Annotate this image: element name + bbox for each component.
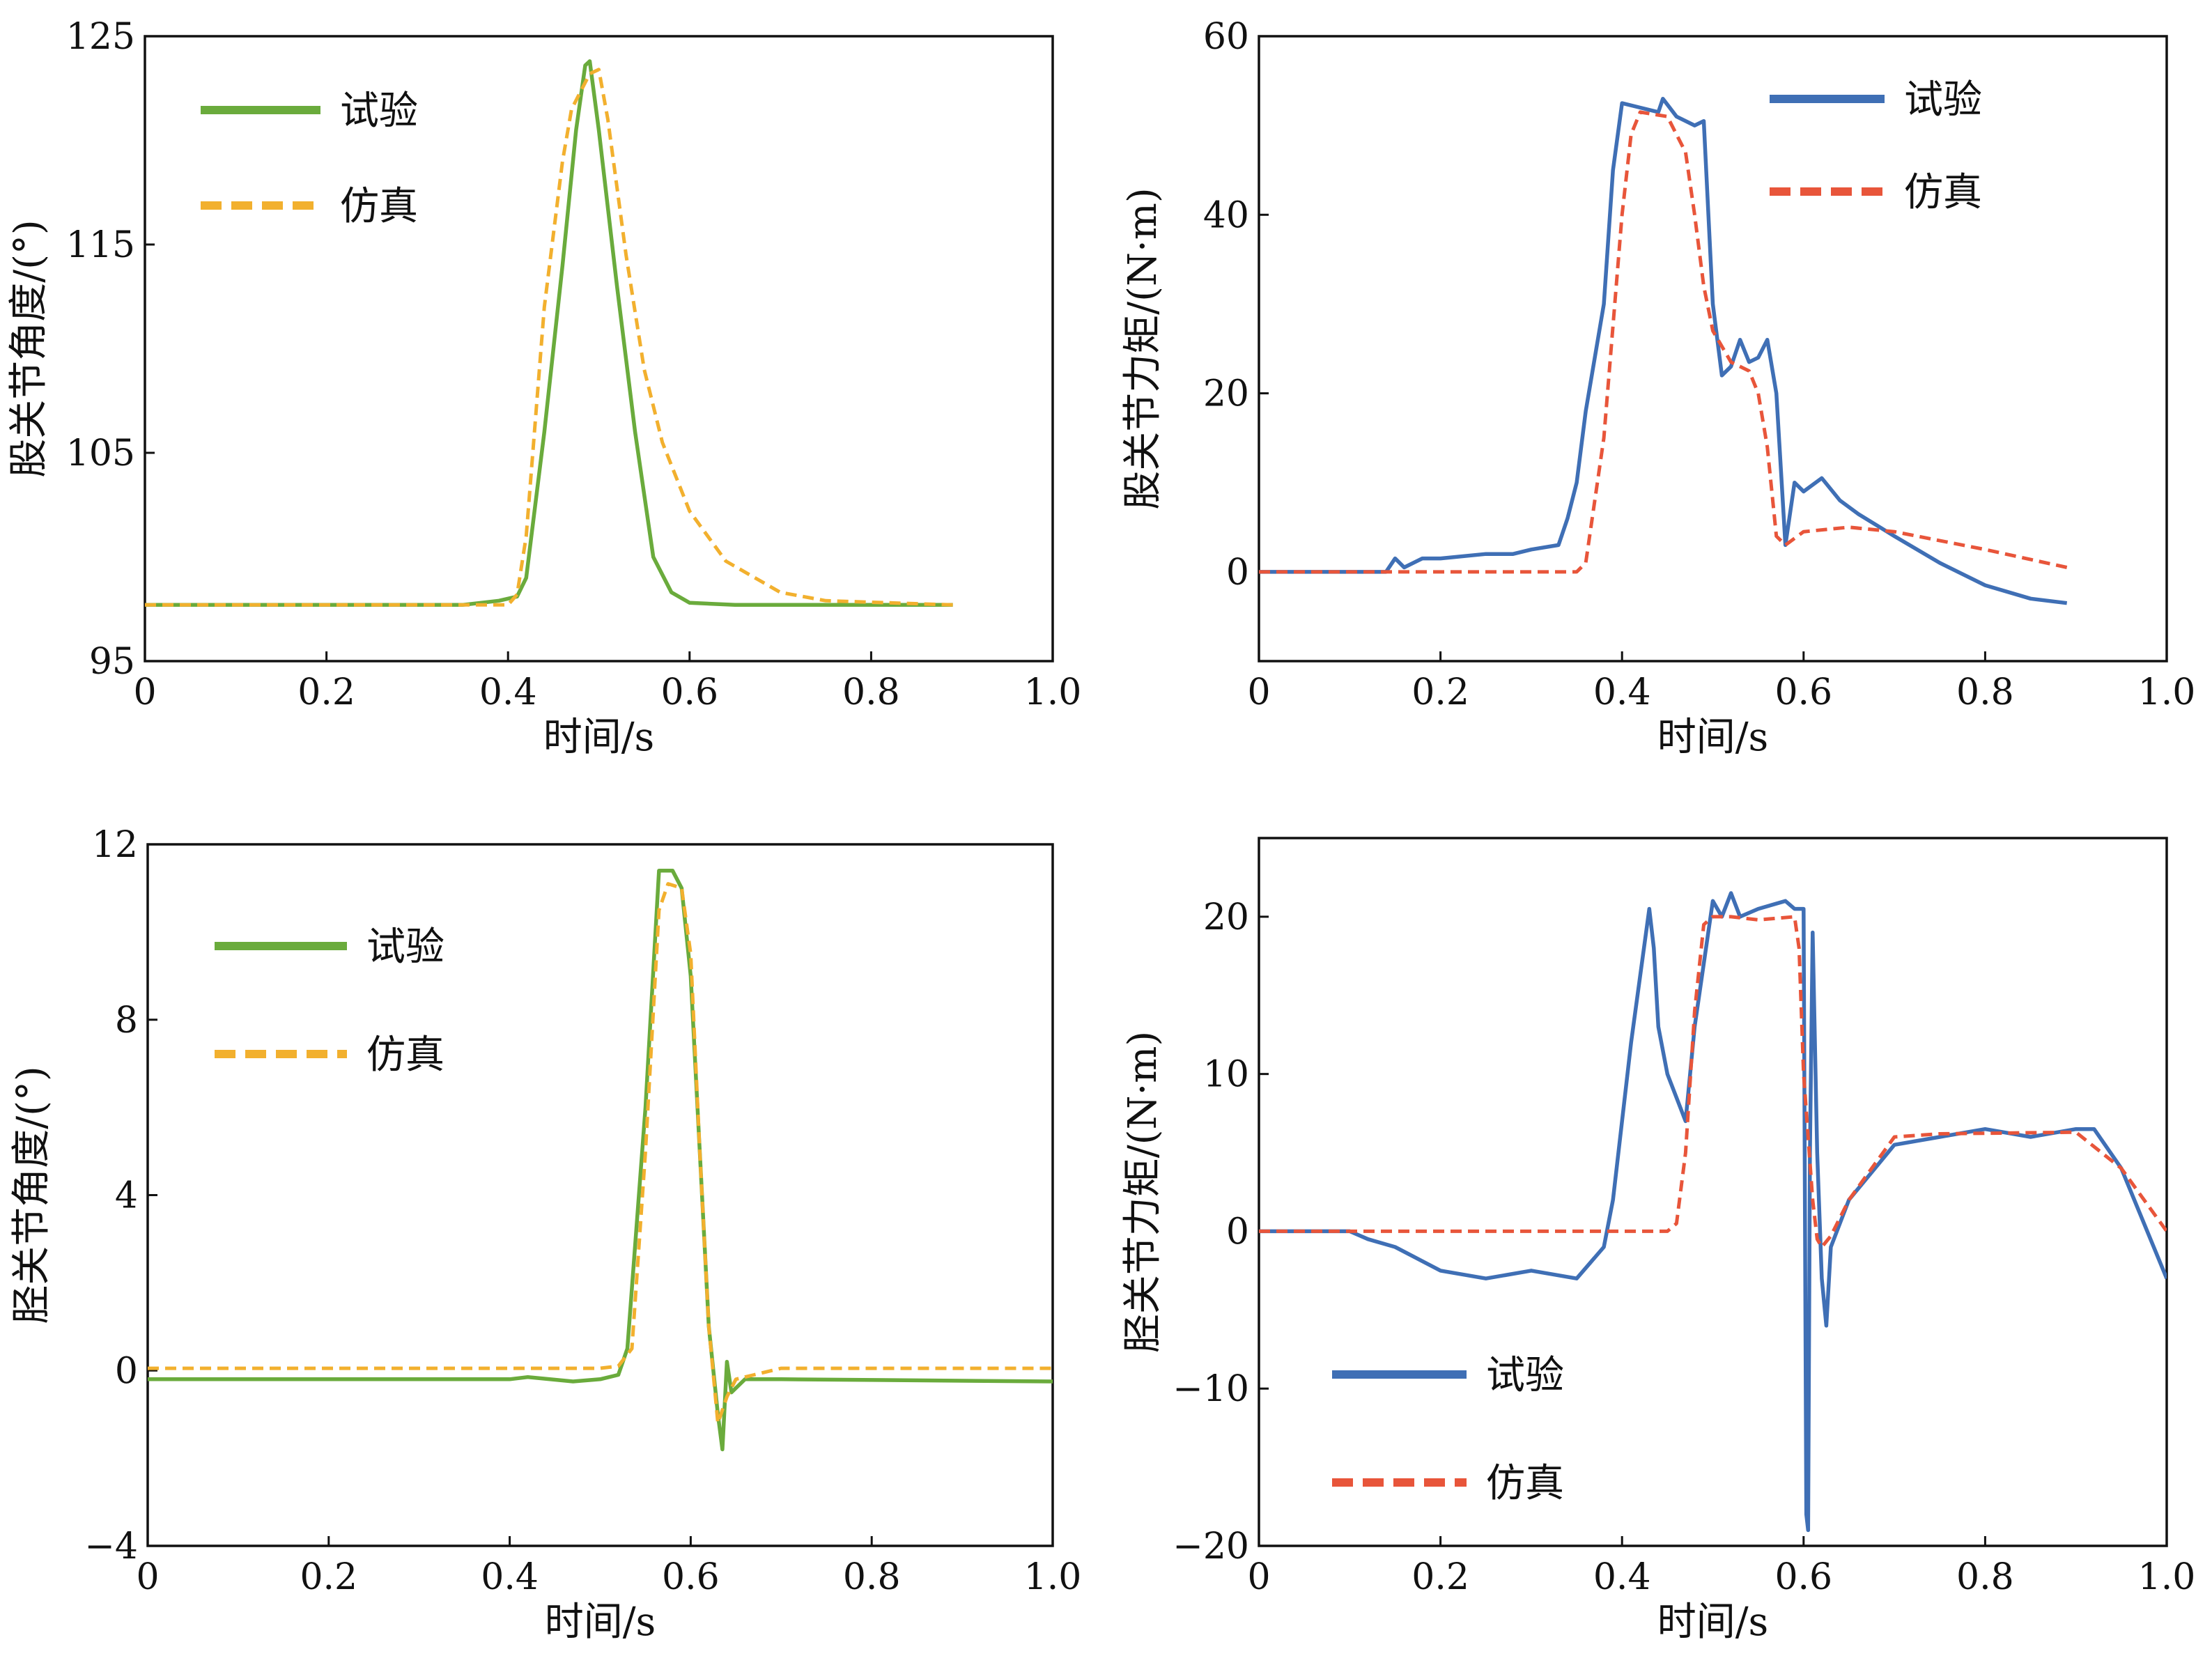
x-tick-label: 0.6 <box>660 672 718 713</box>
x-tick-label: 0.6 <box>662 1556 720 1598</box>
y-axis-title: 胫关节力矩/(N·m) <box>1120 1031 1166 1353</box>
x-tick-label: 0 <box>133 672 156 713</box>
x-tick-label: 0.8 <box>1956 672 2014 713</box>
legend-label: 仿真 <box>366 1032 444 1078</box>
x-tick-label: 0.8 <box>1956 1556 2014 1598</box>
x-tick-label: 1.0 <box>1024 672 1082 713</box>
x-tick-label: 0 <box>1247 672 1270 713</box>
legend-label: 仿真 <box>1904 170 1982 215</box>
x-tick-label: 0.2 <box>300 1556 357 1598</box>
chart-2: 0 0.2 0.4 0.6 0.8 1.0 0 20 40 60 时间/s 股关节力矩/(N·m) 试验… <box>1120 16 2195 760</box>
y-tick-label: −4 <box>84 1526 138 1567</box>
y-tick-label: 0 <box>1226 1211 1249 1253</box>
y-tick-label: 105 <box>66 433 135 474</box>
x-tick-label: 0.2 <box>297 672 355 713</box>
x-tick-label: 1.0 <box>2138 672 2196 713</box>
x-tick-label: 0.6 <box>1774 672 1832 713</box>
x-tick-label: 0.2 <box>1411 672 1469 713</box>
series-line-simulation <box>1259 110 2068 574</box>
y-axis-title: 胫关节角度/(°) <box>9 1066 54 1324</box>
y-tick-label: 115 <box>66 224 135 266</box>
x-tick-label: 0.4 <box>1593 672 1651 713</box>
series-line-experiment <box>148 869 1053 1452</box>
x-axis-title: 时间/s <box>1657 715 1769 760</box>
x-axis-title: 时间/s <box>545 1600 656 1645</box>
y-tick-label: 8 <box>115 1000 138 1041</box>
y-tick-label: 0 <box>115 1350 138 1392</box>
y-tick-label: 20 <box>1203 897 1249 938</box>
chart-1: 0 0.2 0.4 0.6 0.8 1.0 95 105 115 125 时间/s 股关节角度/(°)… <box>6 16 1081 760</box>
x-axis-title: 时间/s <box>1657 1600 1769 1645</box>
y-tick-label: 60 <box>1203 16 1249 58</box>
y-tick-label: 0 <box>1226 552 1249 594</box>
y-tick-label: 12 <box>92 824 138 866</box>
x-axis-title: 时间/s <box>543 715 655 760</box>
y-tick-label: 10 <box>1203 1054 1249 1096</box>
legend-label: 试验 <box>340 88 418 134</box>
series-line-simulation <box>1259 915 2167 1249</box>
x-tick-label: 0.4 <box>1593 1556 1651 1598</box>
y-tick-label: 4 <box>115 1175 138 1217</box>
y-axis-title: 股关节力矩/(N·m) <box>1120 187 1166 509</box>
plot-frame <box>144 35 1054 663</box>
x-tick-label: 0.2 <box>1411 1556 1469 1598</box>
legend-label: 仿真 <box>1486 1461 1564 1506</box>
y-tick-label: 40 <box>1203 194 1249 236</box>
x-tick-label: 1.0 <box>1024 1556 1082 1598</box>
x-tick-label: 0.4 <box>479 672 537 713</box>
chart-4: 0 0.2 0.4 0.6 0.8 1.0 −20 −10 0 10 20 时间/s 胫关节力矩/(N·… <box>1120 837 2196 1645</box>
y-axis-title: 股关节角度/(°) <box>6 219 52 478</box>
legend-label: 试验 <box>1904 77 1982 123</box>
series-line-experiment <box>1259 96 2068 605</box>
x-tick-label: 0.6 <box>1774 1556 1832 1598</box>
x-tick-label: 0.4 <box>481 1556 539 1598</box>
plot-frame <box>1258 35 2168 663</box>
y-tick-label: −20 <box>1173 1526 1249 1567</box>
series-line-experiment <box>1259 891 2167 1533</box>
legend-label: 试验 <box>1486 1353 1564 1398</box>
x-tick-label: 0 <box>1247 1556 1270 1598</box>
x-tick-label: 1.0 <box>2138 1556 2196 1598</box>
plot-frame <box>1258 837 2168 1547</box>
series-line-simulation <box>148 882 1053 1425</box>
series-line-simulation <box>145 68 953 607</box>
legend-label: 试验 <box>366 924 444 970</box>
y-tick-label: −10 <box>1173 1368 1249 1410</box>
y-tick-label: 20 <box>1203 373 1249 415</box>
series-line-experiment <box>145 59 953 607</box>
x-tick-label: 0.8 <box>842 672 900 713</box>
y-tick-label: 125 <box>66 16 135 58</box>
x-tick-label: 0 <box>136 1556 159 1598</box>
y-tick-label: 95 <box>89 641 135 683</box>
x-tick-label: 0.8 <box>843 1556 901 1598</box>
legend-label: 仿真 <box>340 184 418 229</box>
